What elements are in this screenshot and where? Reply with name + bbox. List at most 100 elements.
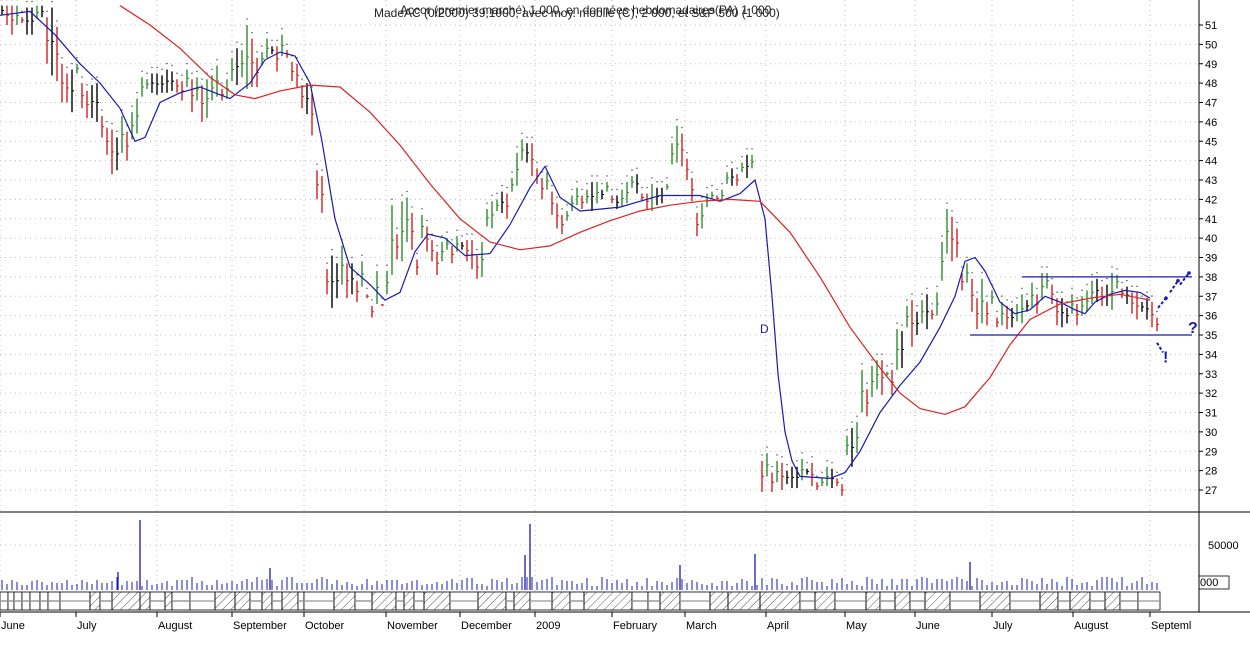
envelope-dot (691, 171, 693, 173)
price-dots (1, 0, 1158, 479)
envelope-dot (871, 359, 873, 361)
envelope-dot (21, 10, 23, 12)
price-tick-label: 30 (1205, 427, 1217, 439)
month-label: June (1, 620, 25, 632)
envelope-dot (61, 57, 63, 59)
breakout-arrow-up (1179, 272, 1190, 286)
envelope-dot (186, 62, 188, 65)
price-tick-label: 48 (1205, 78, 1217, 90)
envelope-dot (476, 248, 478, 251)
envelope-dot (111, 122, 113, 125)
envelope-dot (241, 43, 243, 45)
envelope-dot (1016, 297, 1018, 299)
envelope-dot (81, 76, 83, 78)
envelope-dot (156, 66, 158, 69)
envelope-dot (181, 74, 183, 76)
strip-segment (261, 591, 273, 611)
envelope-dot (131, 105, 133, 107)
envelope-dot (411, 206, 413, 208)
price-tick-label: 33 (1205, 369, 1217, 381)
envelope-dot (586, 182, 588, 185)
envelope-dot (636, 167, 638, 169)
envelope-dot (681, 126, 683, 129)
envelope-dot (1081, 289, 1083, 291)
month-label: December (461, 620, 512, 632)
strip-segment (551, 591, 571, 611)
envelope-dot (716, 188, 718, 191)
envelope-dot (941, 235, 943, 237)
envelope-dot (286, 43, 288, 45)
envelope-dot (401, 194, 403, 197)
envelope-dot (971, 272, 973, 274)
signal-strip (0, 591, 1161, 611)
envelope-dot (896, 322, 898, 324)
envelope-dot (721, 182, 723, 185)
envelope-dot (1046, 266, 1048, 268)
envelope-dot (711, 184, 713, 187)
envelope-dot (591, 175, 593, 177)
envelope-dot (891, 363, 893, 365)
envelope-dot (451, 239, 453, 241)
envelope-dot (916, 305, 918, 307)
envelope-dot (616, 188, 618, 191)
moving-averages (0, 5, 1151, 480)
envelope-dot (396, 227, 398, 229)
envelope-dot (766, 446, 768, 448)
strip-segment (89, 591, 101, 611)
envelope-dot (201, 78, 203, 80)
envelope-dot (221, 82, 223, 84)
chart-title-line-1: Accor (premier marché) 1 000, en données… (400, 3, 772, 17)
price-tick-label: 29 (1205, 446, 1217, 458)
month-label: February (613, 620, 658, 632)
envelope-dot (226, 72, 228, 74)
envelope-dot (596, 175, 598, 177)
envelope-dot (771, 465, 773, 468)
envelope-dot (661, 181, 663, 183)
strip-segment (759, 591, 801, 611)
strip-segment (477, 591, 507, 611)
envelope-dot (56, 20, 58, 22)
volume-tick-label: 000 (1200, 577, 1218, 589)
price-tick-label: 42 (1205, 194, 1217, 206)
envelope-dot (1151, 295, 1153, 297)
month-label: July (77, 620, 97, 632)
envelope-dot (1106, 277, 1108, 280)
strip-segment (659, 591, 681, 611)
envelope-dot (826, 460, 828, 462)
strip-segment (164, 591, 173, 611)
header-titles: Accor (premier marché) 1 000, en données… (374, 3, 780, 20)
envelope-dot (191, 72, 193, 74)
envelope-dot (546, 165, 548, 167)
envelope-dot (351, 256, 353, 259)
envelope-dot (986, 295, 988, 297)
price-tick-label: 44 (1205, 156, 1217, 168)
price-tick-label: 40 (1205, 233, 1217, 245)
month-label: Septeml (1151, 620, 1191, 632)
envelope-dot (881, 353, 883, 355)
envelope-dot (551, 184, 553, 187)
envelope-dot (1001, 295, 1003, 297)
strip-segment (709, 591, 729, 611)
envelope-dot (961, 266, 963, 268)
envelope-dot (631, 169, 633, 171)
envelope-dot (901, 324, 903, 326)
envelope-dot (811, 456, 813, 458)
arrow-head (1176, 278, 1180, 283)
envelope-dot (371, 299, 373, 301)
envelope-dot (1021, 287, 1023, 290)
annotation-label: ! (1163, 349, 1168, 366)
envelope-dot (531, 136, 533, 138)
volume-tick-label: 50000 (1208, 540, 1239, 552)
envelope-dot (621, 182, 623, 185)
envelope-dot (506, 186, 508, 189)
envelope-dot (746, 148, 748, 150)
envelope-dot (256, 51, 258, 53)
envelope-dot (606, 175, 608, 177)
envelope-dot (1121, 281, 1123, 284)
envelope-dot (106, 120, 108, 123)
envelope-dot (136, 91, 138, 94)
strip-segment (1039, 591, 1059, 611)
envelope-dot (446, 231, 448, 233)
envelope-dot (556, 196, 558, 198)
breakdown-arrow-down (1156, 342, 1164, 353)
